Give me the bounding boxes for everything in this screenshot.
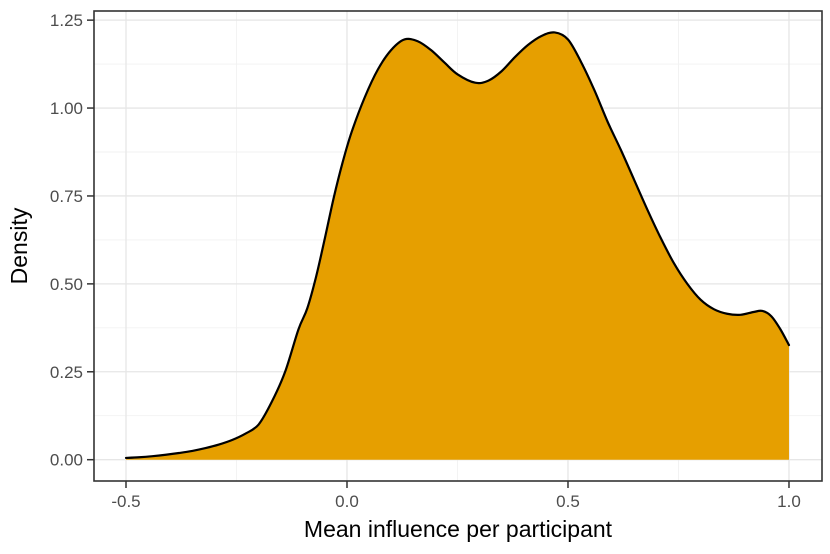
- y-tick-label: 0.00: [50, 451, 83, 470]
- x-axis-tick-labels: -0.5 0.0 0.5 1.0: [111, 492, 800, 511]
- panel-border: [93, 10, 823, 482]
- x-tick-label: 1.0: [777, 492, 801, 511]
- y-axis-tick-labels: 0.00 0.25 0.50 0.75 1.00 1.25: [50, 11, 83, 470]
- y-tick-label: 0.50: [50, 275, 83, 294]
- x-tick-label: 0.0: [335, 492, 359, 511]
- x-tick-label: 0.5: [556, 492, 580, 511]
- y-tick-label: 0.75: [50, 187, 83, 206]
- y-tick-label: 0.25: [50, 363, 83, 382]
- density-curve-line: [124, 31, 791, 460]
- x-tick-label: -0.5: [111, 492, 140, 511]
- y-axis-title: Density: [6, 207, 32, 284]
- density-area-fill: [126, 32, 789, 460]
- y-tick-label: 1.25: [50, 11, 83, 30]
- y-tick-label: 1.00: [50, 99, 83, 118]
- x-axis-title: Mean influence per participant: [304, 516, 613, 542]
- axis-tick-marks: [87, 19, 790, 488]
